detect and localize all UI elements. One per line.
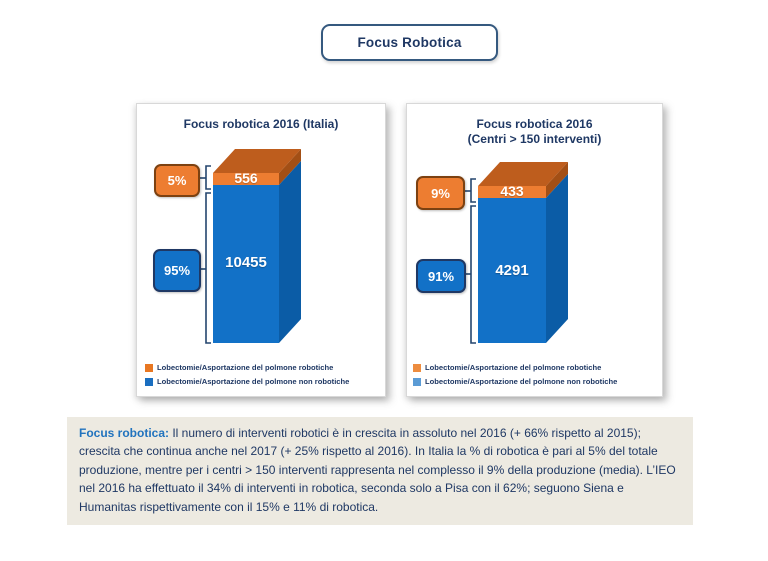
legend-label-robotic: Lobectomie/Asportazione del polmone robo…: [425, 363, 602, 372]
legend-item-robotic: Lobectomie/Asportazione del polmone robo…: [145, 363, 383, 372]
legend-label-robotic: Lobectomie/Asportazione del polmone robo…: [157, 363, 334, 372]
slide-title: Focus Robotica: [357, 35, 462, 50]
percent-badge-nonrobotic: 95%: [153, 249, 201, 292]
legend-item-nonrobotic: Lobectomie/Asportazione del polmone non …: [413, 377, 660, 386]
legend-label-nonrobotic: Lobectomie/Asportazione del polmone non …: [157, 377, 350, 386]
bar-value-nonrobotic: 4291: [495, 262, 529, 279]
bar-segment-robotic: [213, 173, 279, 185]
bar-chart-centri: [462, 162, 568, 344]
bracket-nonrobotic: [205, 192, 211, 344]
slide-title-box: Focus Robotica: [321, 24, 498, 61]
bar-value-robotic: 556: [234, 170, 258, 186]
legend-swatch-robotic: [413, 363, 421, 372]
bar-side-nonrobotic: [546, 174, 568, 343]
note-body: Il numero di interventi robotici è in cr…: [79, 426, 676, 514]
summary-note: Focus robotica: Il numero di interventi …: [67, 417, 693, 526]
note-lead: Focus robotica:: [79, 426, 170, 440]
legend-label-nonrobotic: Lobectomie/Asportazione del polmone non …: [425, 377, 618, 386]
bar-segment-robotic: [478, 186, 546, 198]
bracket-robotic: [470, 178, 476, 203]
chart-title-line: Focus robotica 2016: [476, 117, 593, 131]
bracket-nonrobotic: [470, 205, 476, 344]
chart-panel-italia: Focus robotica 2016 (Italia) 5% 95% 556 …: [136, 103, 386, 397]
bar-chart-italia: [197, 149, 301, 344]
legend-item-robotic: Lobectomie/Asportazione del polmone robo…: [413, 363, 660, 372]
chart-panel-centri: Focus robotica 2016 (Centri > 150 interv…: [406, 103, 663, 397]
legend-swatch-nonrobotic: [413, 377, 421, 386]
bar-side-robotic: [546, 162, 568, 198]
bar-segment-nonrobotic: [478, 198, 546, 343]
chart-title: Focus robotica 2016 (Centri > 150 interv…: [407, 117, 662, 147]
legend-swatch-nonrobotic: [145, 377, 153, 386]
bar-segment-nonrobotic: [213, 185, 279, 343]
legend-swatch-robotic: [145, 363, 153, 372]
chart-title-line: Focus robotica 2016 (Italia): [183, 117, 339, 131]
legend: Lobectomie/Asportazione del polmone robo…: [145, 358, 383, 386]
bar-value-nonrobotic: 10455: [225, 254, 267, 271]
bar-top-face: [478, 162, 568, 186]
percent-badge-robotic: 9%: [416, 176, 465, 210]
bracket-robotic: [205, 165, 211, 190]
percent-badge-robotic: 5%: [154, 164, 200, 197]
legend-item-nonrobotic: Lobectomie/Asportazione del polmone non …: [145, 377, 383, 386]
chart-title-line: (Centri > 150 interventi): [467, 132, 602, 146]
bar-side-robotic: [279, 149, 301, 185]
bar-top-face: [213, 149, 301, 173]
legend: Lobectomie/Asportazione del polmone robo…: [413, 358, 660, 386]
percent-badge-nonrobotic: 91%: [416, 259, 466, 293]
bar-value-robotic: 433: [500, 183, 524, 199]
bar-side-nonrobotic: [279, 161, 301, 343]
chart-title: Focus robotica 2016 (Italia): [137, 117, 385, 132]
